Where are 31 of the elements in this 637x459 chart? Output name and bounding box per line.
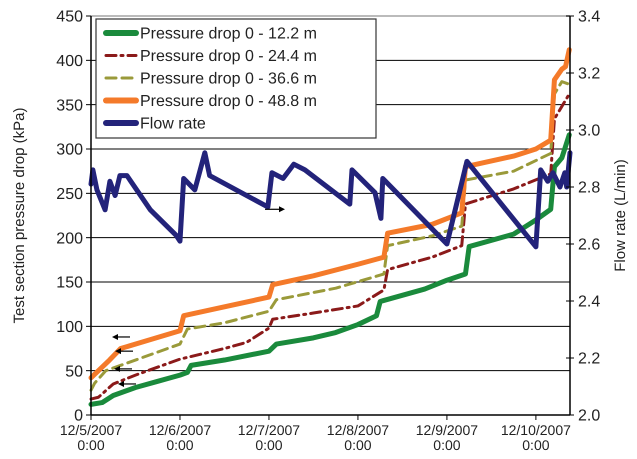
y-axis-title: Test section pressure drop (kPa) — [11, 108, 28, 324]
y-tick-label: 250 — [56, 186, 84, 203]
x-tick-label: 12/10/2007 0:00 — [500, 422, 572, 453]
y-tick-label: 300 — [56, 142, 84, 159]
legend-label: Pressure drop 0 - 24.4 m — [140, 48, 317, 66]
y-tick-label: 150 — [56, 274, 84, 292]
y2-tick-label: 2.0 — [578, 408, 600, 425]
y2-axis-title: Flow rate (L/min) — [612, 159, 629, 272]
y2-tick-label: 2.6 — [578, 236, 600, 254]
y-tick-label: 400 — [56, 52, 84, 70]
x-tick-label: 12/8/2007 0:00 — [326, 422, 390, 453]
x-tick-label: 12/9/2007 0:00 — [416, 422, 478, 453]
y-tick-label: 100 — [56, 318, 84, 336]
y-tick-label: 50 — [65, 363, 84, 380]
y2-tick-label: 2.2 — [578, 350, 600, 368]
y2-tick-label: 3.4 — [578, 8, 600, 26]
y2-tick-label: 2.4 — [578, 294, 600, 311]
y-tick-label: 450 — [56, 8, 84, 26]
x-tick-label: 12/5/2007 0:00 — [60, 422, 122, 453]
legend-label: Pressure drop 0 - 12.2 m — [140, 26, 317, 43]
y-tick-label: 200 — [56, 230, 84, 248]
y-tick-label: 350 — [56, 97, 84, 114]
y2-tick-label: 3.2 — [578, 66, 600, 83]
y-tick-label: 0 — [74, 408, 84, 425]
legend-label: Pressure drop 0 - 36.6 m — [140, 70, 317, 88]
x-tick-label: 12/7/2007 0:00 — [238, 422, 300, 453]
y2-tick-label: 3.0 — [578, 122, 600, 140]
legend-label: Flow rate — [140, 116, 206, 133]
x-tick-label: 12/6/2007 0:00 — [148, 422, 212, 453]
legend-label: Pressure drop 0 - 48.8 m — [140, 93, 317, 110]
y2-tick-label: 2.8 — [578, 180, 600, 197]
